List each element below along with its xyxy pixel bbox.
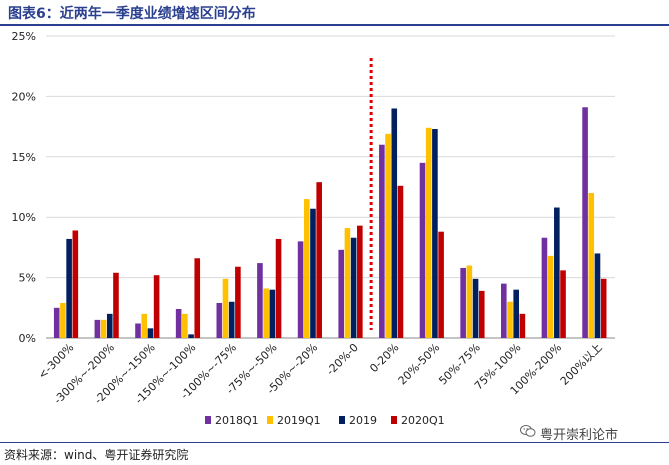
bar — [269, 289, 276, 338]
bar — [147, 328, 154, 338]
bar — [222, 278, 229, 338]
watermark: 粤开崇利论市 — [540, 428, 619, 443]
bar — [541, 237, 548, 338]
legend: 2018Q1 2019Q1 2019 2020Q1 — [205, 414, 445, 427]
bar — [344, 228, 351, 338]
bar — [350, 237, 357, 338]
bar — [513, 289, 519, 338]
bar — [594, 253, 601, 338]
y-tick-label: 20% — [12, 90, 36, 103]
bar — [547, 255, 554, 338]
y-tick-label: 15% — [12, 151, 36, 164]
legend-label: 2019 — [349, 414, 377, 427]
bar — [385, 133, 391, 338]
bar — [275, 238, 282, 338]
bar — [106, 313, 113, 338]
bar — [303, 199, 310, 338]
bar — [460, 267, 466, 338]
y-tick-label: 25% — [12, 30, 36, 43]
bar — [60, 302, 66, 338]
bar — [135, 323, 141, 338]
y-tick-label: 10% — [12, 211, 36, 224]
legend-label: 2019Q1 — [277, 414, 321, 427]
bar — [175, 309, 182, 338]
bar — [235, 266, 241, 338]
y-axis: 0% 5% 10% 15% 20% 25% — [12, 30, 36, 345]
bar — [338, 249, 345, 338]
source-note: 资料来源：wind、粤开证券研究院 — [4, 448, 189, 462]
bar — [182, 313, 188, 338]
bar — [228, 301, 235, 338]
bar — [519, 313, 526, 338]
bar — [188, 334, 194, 338]
wechat-icon — [520, 425, 536, 437]
bar — [466, 265, 473, 338]
bar — [216, 302, 223, 338]
x-tick-label: 20%-50% — [396, 341, 443, 388]
bar — [94, 319, 101, 338]
bar — [432, 129, 438, 338]
bars — [53, 107, 607, 338]
bar — [507, 301, 513, 338]
bar — [500, 283, 507, 338]
bar — [560, 270, 566, 338]
chart-title: 图表6：近两年一季度业绩增速区间分布 — [8, 6, 256, 22]
legend-label: 2020Q1 — [401, 414, 445, 427]
bar — [397, 185, 404, 338]
bar — [425, 127, 432, 338]
bar — [263, 288, 269, 338]
bar — [582, 107, 588, 338]
bar — [554, 207, 560, 338]
x-tick-label: <-300% — [36, 341, 77, 382]
bar — [438, 231, 444, 338]
bar — [153, 275, 160, 338]
x-tick-label: 200%以上 — [558, 341, 605, 388]
legend-swatch — [391, 416, 397, 424]
bar — [72, 230, 79, 338]
bar — [379, 144, 385, 338]
x-tick-label: 0-20% — [367, 341, 401, 375]
x-axis: <-300%-300%~-200%-200%~-150%-150%~-100%-… — [36, 341, 605, 407]
bar — [194, 258, 201, 338]
footer-rule — [0, 442, 669, 443]
bar — [588, 193, 595, 338]
bar — [357, 225, 363, 338]
bar — [600, 278, 607, 338]
legend-swatch — [205, 416, 211, 424]
bar — [316, 182, 322, 338]
bar — [472, 278, 479, 338]
bar — [478, 290, 485, 338]
gridlines — [46, 35, 615, 339]
bar — [141, 313, 148, 338]
bar — [53, 307, 60, 338]
bar — [310, 208, 316, 338]
x-tick-label: -20%-0 — [324, 341, 361, 378]
legend-swatch — [267, 416, 273, 424]
bar — [391, 108, 398, 338]
legend-label: 2018Q1 — [215, 414, 259, 427]
bar — [66, 238, 72, 338]
legend-swatch — [339, 416, 345, 424]
bar — [100, 319, 107, 338]
bar — [419, 162, 426, 338]
title-underline — [0, 24, 669, 26]
bar — [113, 272, 119, 338]
y-tick-label: 5% — [19, 272, 36, 285]
y-tick-label: 0% — [19, 332, 36, 345]
bar — [297, 241, 304, 338]
bar — [257, 263, 263, 338]
